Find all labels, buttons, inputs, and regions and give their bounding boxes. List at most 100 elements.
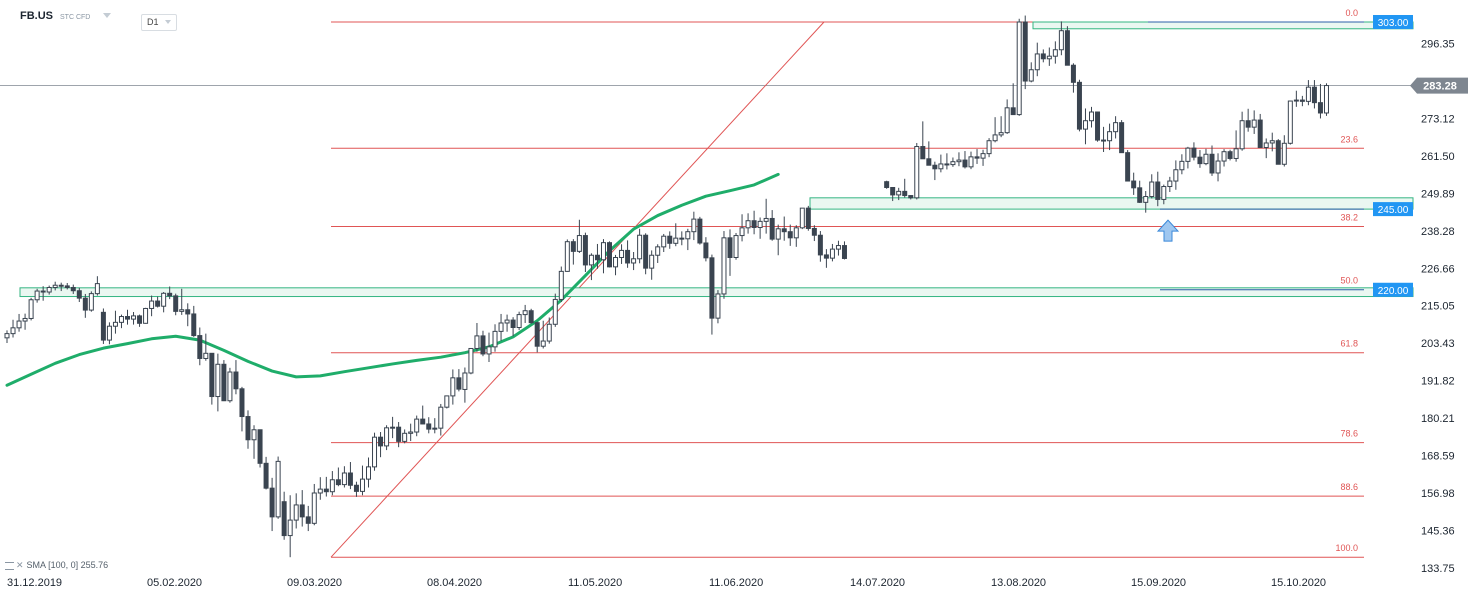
candle-body: [775, 228, 781, 240]
candle-body: [263, 462, 269, 489]
candle-body: [456, 377, 462, 390]
x-tick-label: 31.12.2019: [7, 577, 62, 589]
candle-body: [619, 249, 625, 258]
candle-body: [980, 153, 986, 159]
candle-body: [402, 432, 408, 442]
candle-body: [1245, 120, 1251, 128]
candle-body: [474, 335, 480, 349]
candle-body: [884, 181, 890, 188]
candle-body: [1058, 30, 1064, 51]
candle-body: [1239, 120, 1245, 150]
candle-body: [709, 257, 715, 319]
zone-price-tag: [1373, 282, 1413, 297]
y-tick-label: 203.43: [1421, 338, 1455, 350]
candle-body: [528, 310, 534, 324]
candle-body: [167, 292, 173, 297]
candle-body: [82, 297, 88, 311]
candle-body: [197, 335, 203, 359]
candle-body: [896, 190, 902, 196]
y-tick-label: 215.05: [1421, 301, 1455, 313]
candle-body: [1251, 119, 1257, 128]
candle-body: [390, 426, 396, 429]
x-tick-label: 13.08.2020: [991, 577, 1046, 589]
candle-body: [287, 519, 293, 537]
candle-body: [414, 418, 420, 433]
candle-body: [311, 492, 317, 524]
candle-body: [16, 320, 22, 329]
candle-body: [251, 429, 257, 441]
candle-body: [1263, 142, 1269, 148]
candle-body: [106, 325, 112, 341]
candle-body: [1040, 53, 1046, 60]
candle-body: [64, 285, 70, 288]
candle-body: [835, 245, 841, 250]
candle-body: [293, 504, 299, 521]
candle-body: [588, 254, 594, 266]
candle-body: [1004, 107, 1010, 134]
annotations-layer: [1156, 219, 1180, 242]
candle-body: [1034, 53, 1040, 71]
candle-body: [938, 163, 944, 170]
up-arrow-icon: [1156, 219, 1180, 242]
candle-body: [1185, 147, 1191, 162]
candle-body: [275, 460, 281, 518]
candle-body: [1293, 99, 1299, 102]
zone-price-label: 245.00: [1378, 205, 1409, 216]
zones-layer: 303.00 245.00 220.00: [19, 15, 1414, 298]
candle-body: [1305, 86, 1311, 102]
candle-body: [540, 340, 546, 347]
candle-body: [155, 300, 161, 307]
candle-body: [1028, 69, 1034, 82]
fib-level-label: 50.0: [1340, 276, 1358, 286]
candle-body: [932, 164, 938, 170]
candle-body: [974, 156, 980, 159]
y-tick-label: 261.50: [1421, 151, 1455, 163]
timeframe-select[interactable]: D1: [141, 14, 177, 31]
candle-body: [299, 504, 305, 518]
candle-body: [757, 220, 763, 228]
candle-body: [1119, 122, 1125, 154]
candle-body: [697, 218, 703, 244]
candle-body: [1269, 140, 1275, 144]
candle-body: [1257, 119, 1263, 148]
zone-price-label: 220.00: [1378, 286, 1409, 297]
candle-body: [811, 227, 817, 236]
candle-body: [203, 352, 209, 359]
candle-body: [823, 254, 829, 259]
candle-body: [510, 319, 516, 329]
candle-body: [1155, 181, 1161, 200]
candle-body: [4, 333, 10, 339]
candle-body: [721, 237, 727, 295]
candle-body: [552, 298, 558, 325]
candle-body: [100, 311, 106, 341]
candle-body: [625, 249, 631, 264]
candle-body: [426, 423, 432, 430]
candle-body: [673, 237, 679, 244]
candle-body: [649, 254, 655, 269]
candle-body: [739, 227, 745, 237]
candle-body: [468, 347, 474, 374]
candle-body: [890, 186, 896, 196]
close-icon[interactable]: ✕: [16, 560, 24, 570]
candle-body: [781, 228, 787, 233]
zone-price-tag: [1373, 202, 1413, 217]
candle-body: [998, 132, 1004, 136]
candle-body: [1209, 153, 1215, 174]
zone-price-label: 303.00: [1378, 18, 1409, 29]
candle-body: [769, 217, 775, 240]
candle-body: [70, 286, 76, 292]
candle-body: [727, 237, 733, 258]
indicator-settings-icon[interactable]: [5, 561, 14, 570]
candle-body: [353, 484, 359, 492]
candle-body: [685, 231, 691, 240]
symbol-label[interactable]: FB.US: [20, 10, 53, 22]
candle-body: [88, 293, 94, 311]
candle-body: [221, 363, 227, 402]
y-tick-label: 249.89: [1421, 188, 1455, 200]
candle-body: [227, 371, 233, 402]
symbol-dropdown-icon[interactable]: [103, 13, 111, 18]
candle-body: [52, 284, 58, 288]
candle-body: [1281, 142, 1287, 165]
